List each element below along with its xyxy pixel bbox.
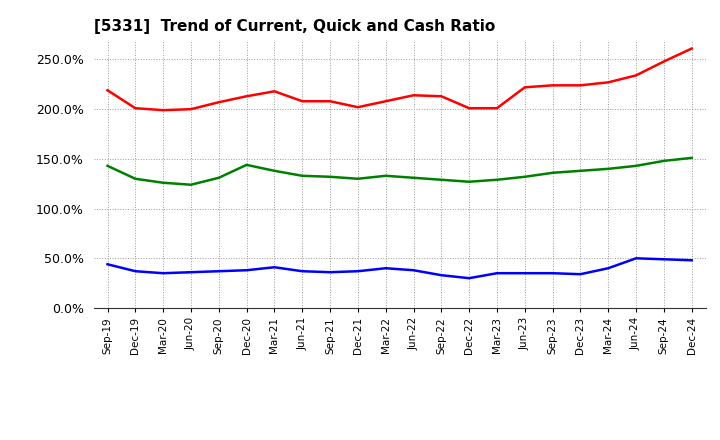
Line: Quick Ratio: Quick Ratio <box>107 158 692 185</box>
Cash Ratio <box>409 268 418 273</box>
Quick Ratio <box>660 158 668 164</box>
Current Ratio <box>576 83 585 88</box>
Current Ratio <box>521 84 529 90</box>
Cash Ratio <box>492 271 501 276</box>
Current Ratio <box>186 106 195 112</box>
Cash Ratio <box>382 266 390 271</box>
Current Ratio <box>492 106 501 111</box>
Cash Ratio <box>325 270 334 275</box>
Line: Cash Ratio: Cash Ratio <box>107 258 692 278</box>
Current Ratio <box>631 73 640 78</box>
Text: [5331]  Trend of Current, Quick and Cash Ratio: [5331] Trend of Current, Quick and Cash … <box>94 19 495 34</box>
Quick Ratio <box>521 174 529 180</box>
Quick Ratio <box>242 162 251 168</box>
Quick Ratio <box>159 180 168 185</box>
Quick Ratio <box>270 168 279 173</box>
Quick Ratio <box>492 177 501 183</box>
Quick Ratio <box>215 175 223 180</box>
Current Ratio <box>354 105 362 110</box>
Quick Ratio <box>354 176 362 181</box>
Current Ratio <box>325 99 334 104</box>
Cash Ratio <box>465 275 474 281</box>
Cash Ratio <box>549 271 557 276</box>
Current Ratio <box>660 59 668 64</box>
Current Ratio <box>270 88 279 94</box>
Quick Ratio <box>631 163 640 169</box>
Quick Ratio <box>298 173 307 179</box>
Cash Ratio <box>131 268 140 274</box>
Current Ratio <box>103 88 112 93</box>
Quick Ratio <box>382 173 390 179</box>
Cash Ratio <box>437 272 446 278</box>
Current Ratio <box>437 94 446 99</box>
Quick Ratio <box>576 168 585 173</box>
Quick Ratio <box>549 170 557 176</box>
Cash Ratio <box>688 258 696 263</box>
Current Ratio <box>131 106 140 111</box>
Cash Ratio <box>660 257 668 262</box>
Cash Ratio <box>215 268 223 274</box>
Cash Ratio <box>521 271 529 276</box>
Quick Ratio <box>604 166 613 172</box>
Current Ratio <box>242 94 251 99</box>
Quick Ratio <box>131 176 140 181</box>
Current Ratio <box>298 99 307 104</box>
Cash Ratio <box>298 268 307 274</box>
Quick Ratio <box>409 175 418 180</box>
Quick Ratio <box>465 179 474 184</box>
Quick Ratio <box>688 155 696 161</box>
Current Ratio <box>604 80 613 85</box>
Cash Ratio <box>159 271 168 276</box>
Cash Ratio <box>631 256 640 261</box>
Cash Ratio <box>186 270 195 275</box>
Cash Ratio <box>103 262 112 267</box>
Cash Ratio <box>354 268 362 274</box>
Current Ratio <box>382 99 390 104</box>
Cash Ratio <box>604 266 613 271</box>
Line: Current Ratio: Current Ratio <box>107 48 692 110</box>
Current Ratio <box>409 93 418 98</box>
Current Ratio <box>159 107 168 113</box>
Current Ratio <box>465 106 474 111</box>
Current Ratio <box>549 83 557 88</box>
Current Ratio <box>215 99 223 105</box>
Quick Ratio <box>437 177 446 183</box>
Current Ratio <box>688 46 696 51</box>
Quick Ratio <box>186 182 195 187</box>
Cash Ratio <box>270 264 279 270</box>
Quick Ratio <box>103 163 112 169</box>
Cash Ratio <box>576 271 585 277</box>
Quick Ratio <box>325 174 334 180</box>
Cash Ratio <box>242 268 251 273</box>
